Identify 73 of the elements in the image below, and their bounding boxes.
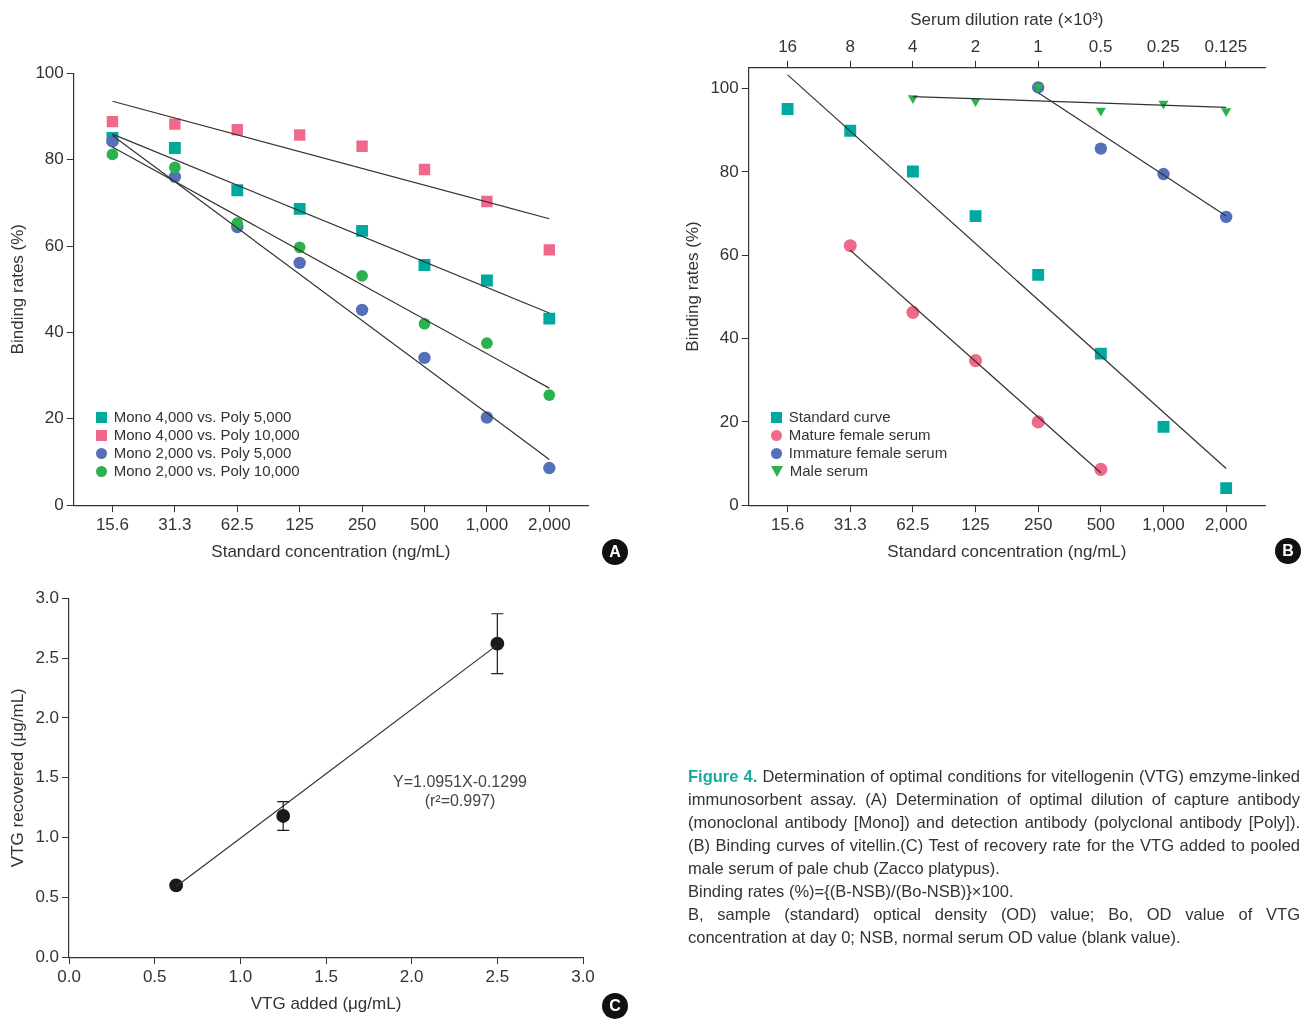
y-tick-label: 100	[710, 78, 739, 98]
x-tick-label: 125	[285, 515, 314, 535]
x-tick-label: 3.0	[571, 967, 595, 987]
x2-tick-label: 8	[845, 37, 855, 57]
y-tick-label: 0.5	[35, 887, 60, 907]
y-tick-label: 40	[719, 328, 739, 348]
legend-label: Mono 2,000 vs. Poly 5,000	[113, 444, 292, 463]
x-tick-label: 2.0	[399, 967, 424, 987]
legend-label: Immature female serum	[788, 444, 948, 463]
y-tick-label: 0.0	[35, 946, 60, 966]
x-tick-label: 15.6	[771, 515, 805, 535]
y-axis-title: Binding rates (%)	[7, 224, 27, 355]
text: Binding rates (%)={(B-NSB)/(Bo-NSB)}×100.	[688, 881, 1015, 902]
x-tick-label: 125	[961, 515, 990, 535]
legend-label: Mature female serum	[788, 426, 931, 445]
x-tick-label: 250	[347, 515, 377, 535]
x-tick-label: 0.0	[57, 967, 81, 987]
y-tick-label: 100	[35, 62, 64, 82]
x2-tick-label: 1	[1033, 37, 1043, 57]
x-tick-label: 1,000	[465, 515, 509, 535]
y-axis-title: Binding rates (%)	[682, 221, 702, 352]
x2-tick-label: 4	[908, 37, 918, 57]
x-tick-label: 500	[1086, 515, 1116, 535]
text: B, sample (standard) optical density (OD) value; Bo, OD value of VTG concentration at day 0; NSB, normal serum OD value (blank value).	[688, 904, 1300, 948]
text: C	[602, 993, 628, 1019]
x2-tick-label: 2	[970, 37, 981, 57]
x-tick-label: 15.6	[95, 515, 129, 535]
y-tick-label: 2.5	[35, 647, 60, 667]
legend-label: Mono 4,000 vs. Poly 10,000	[113, 426, 300, 445]
x-tick-label: 500	[410, 515, 439, 535]
legend-label: Standard curve	[788, 408, 891, 427]
x2-tick-label: 0.5	[1088, 37, 1113, 57]
y-tick-label: 2.0	[35, 707, 60, 727]
x-tick-label: 1.5	[314, 967, 338, 987]
x-tick-label: 2,000	[528, 515, 571, 535]
x-tick-label: 62.5	[896, 515, 930, 535]
caption: Figure 4.	[688, 767, 758, 785]
y-tick-label: 1.5	[35, 767, 60, 787]
y-axis-title: VTG recovered (μg/mL)	[7, 688, 27, 868]
x-tick-label: 0.5	[142, 967, 167, 987]
x-axis-title: Standard concentration (ng/mL)	[887, 542, 1127, 562]
x2-axis-title: Serum dilution rate (×10³)	[910, 9, 1104, 29]
y-tick-label: 80	[719, 161, 739, 181]
y-tick-label: 60	[44, 235, 64, 255]
y-tick-label: 40	[44, 322, 64, 342]
x-tick-label: 2,000	[1204, 515, 1248, 535]
x2-tick-label: 0.25	[1146, 37, 1180, 57]
y-tick-label: 1.0	[35, 827, 60, 847]
text: B	[1275, 538, 1301, 564]
legend-label: Mono 2,000 vs. Poly 10,000	[113, 462, 300, 481]
y-tick-label: 0	[729, 494, 739, 514]
y-tick-label: 60	[719, 244, 739, 264]
x2-tick-label: 0.125	[1204, 37, 1248, 57]
x-tick-label: 1,000	[1142, 515, 1185, 535]
text: A	[602, 539, 628, 565]
annotation: Y=1.0951X-0.1299	[392, 772, 528, 791]
x-tick-label: 31.3	[158, 515, 192, 535]
y-tick-label: 0	[54, 494, 64, 514]
x2-tick-label: 16	[778, 37, 798, 57]
y-tick-label: 20	[44, 408, 64, 428]
legend-label: Mono 4,000 vs. Poly 5,000	[113, 408, 292, 427]
annotation: (r²=0.997)	[423, 791, 497, 810]
x-axis-title: VTG added (μg/mL)	[250, 994, 402, 1014]
x-tick-label: 31.3	[833, 515, 867, 535]
x-tick-label: 2.5	[485, 967, 510, 987]
x-axis-title: Standard concentration (ng/mL)	[211, 542, 451, 562]
x-tick-label: 250	[1024, 515, 1053, 535]
y-tick-label: 3.0	[35, 587, 60, 607]
y-tick-label: 80	[44, 149, 64, 169]
x-tick-label: 1.0	[228, 967, 253, 987]
x-tick-label: 62.5	[220, 515, 254, 535]
legend-label: Male serum	[789, 462, 869, 481]
y-tick-label: 20	[719, 411, 739, 431]
